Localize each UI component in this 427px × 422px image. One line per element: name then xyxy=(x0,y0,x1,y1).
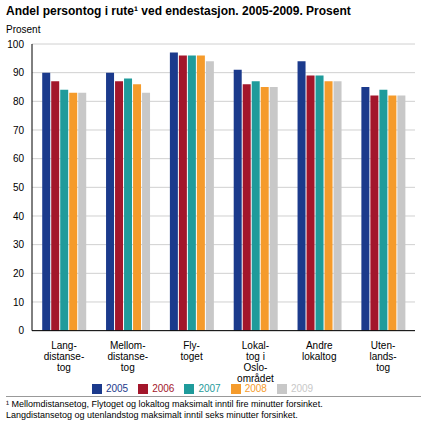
html-text:Prosent: Prosent xyxy=(6,24,41,35)
svg-text:0: 0 xyxy=(18,325,24,336)
svg-text:70: 70 xyxy=(13,125,25,136)
svg-text:Andrelokaltog: Andrelokaltog xyxy=(302,340,336,362)
html-text:2008: 2008 xyxy=(244,382,267,394)
html-text:Langdistansetog og utenlandsto: Langdistansetog og utenlandstog maksimal… xyxy=(6,410,298,420)
svg-text:80: 80 xyxy=(13,96,25,107)
svg-text:Lokal-tog iOslo-området: Lokal-tog iOslo-området xyxy=(237,340,274,384)
svg-text:100: 100 xyxy=(8,39,24,50)
html-text:2009: 2009 xyxy=(290,382,314,394)
svg-text:Mellom-distanse-tog: Mellom-distanse-tog xyxy=(107,340,148,373)
svg-text:Fly-toget: Fly-toget xyxy=(180,340,202,362)
html-text:¹ Mellomdistansetog, Flytoget: ¹ Mellomdistansetog, Flytoget og lokalto… xyxy=(6,399,323,409)
html-text:2006: 2006 xyxy=(152,382,175,394)
svg-text:40: 40 xyxy=(13,211,25,222)
svg-text:Uten-lands-tog: Uten-lands-tog xyxy=(369,340,396,373)
svg-text:20: 20 xyxy=(13,268,25,279)
svg-text:90: 90 xyxy=(13,67,25,78)
svg-text:10: 10 xyxy=(13,297,25,308)
html-text:2005: 2005 xyxy=(105,382,129,394)
svg-text:60: 60 xyxy=(13,153,25,164)
svg-text:30: 30 xyxy=(13,239,25,250)
html-text:2007: 2007 xyxy=(198,382,221,394)
html-text:Andel persontog i rute¹ ved en: Andel persontog i rute¹ ved endestasjon.… xyxy=(6,4,351,18)
svg-text:Lang-distanse-tog: Lang-distanse-tog xyxy=(44,340,85,373)
svg-text:50: 50 xyxy=(13,182,25,193)
